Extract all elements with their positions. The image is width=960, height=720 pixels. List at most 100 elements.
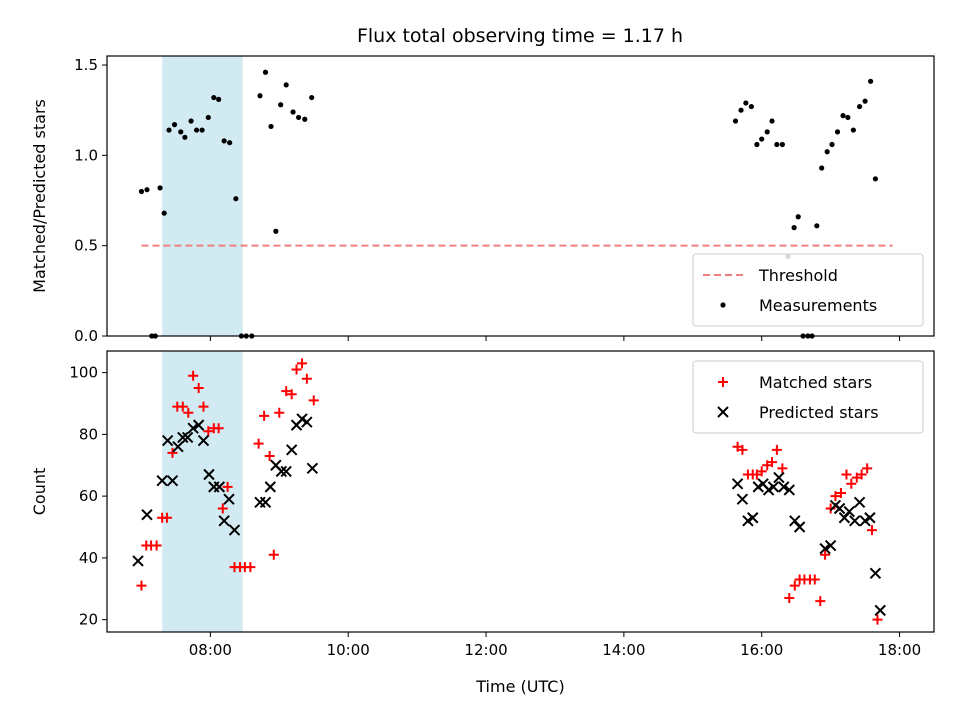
predicted-point xyxy=(132,555,144,567)
predicted-point xyxy=(218,515,230,527)
x-axis-title: Time (UTC) xyxy=(475,677,564,696)
legend-label: Predicted stars xyxy=(759,403,879,422)
predicted-point xyxy=(172,441,184,453)
matched-point xyxy=(136,580,147,591)
matched-point xyxy=(308,395,319,406)
predicted-point xyxy=(824,539,837,552)
predicted-point xyxy=(223,493,235,505)
predicted-point xyxy=(773,471,785,484)
predicted-point xyxy=(874,604,886,617)
measurement-point xyxy=(216,96,222,102)
predicted-point xyxy=(864,512,876,524)
measurement-point xyxy=(144,187,150,193)
predicted-point xyxy=(264,481,277,493)
measurement-point xyxy=(182,134,188,140)
measurement-point xyxy=(138,188,145,195)
legend-label: Matched stars xyxy=(759,373,872,392)
matched-point xyxy=(862,463,873,474)
figure-title: Flux total observing time = 1.17 h xyxy=(357,25,683,47)
matched-point xyxy=(789,580,800,591)
matched-point xyxy=(161,512,172,523)
measurement-point xyxy=(834,129,841,135)
legend: Matched stars Predicted stars xyxy=(692,360,924,434)
measurement-point xyxy=(819,165,825,171)
y-tick-label: 80 xyxy=(79,425,98,443)
observing-window-shading xyxy=(162,56,243,336)
matched-point xyxy=(820,549,831,560)
legend-cross-marker xyxy=(717,406,729,418)
matched-point xyxy=(301,373,312,384)
measurement-point xyxy=(273,228,279,234)
measurement-point xyxy=(867,78,874,84)
measurement-point xyxy=(199,127,205,133)
predicted-point xyxy=(778,481,790,493)
predicted-point xyxy=(833,502,846,515)
x-tick-label: 08:00 xyxy=(189,641,232,659)
measurement-point xyxy=(188,118,194,124)
matched-point xyxy=(245,562,256,573)
predicted-point xyxy=(285,444,298,456)
matched-point xyxy=(281,386,292,397)
measurement-point xyxy=(268,123,274,130)
matched-point xyxy=(183,407,194,418)
predicted-point xyxy=(259,496,272,509)
observing-window-shading xyxy=(162,351,243,632)
measurement-point xyxy=(814,223,820,229)
matched-point xyxy=(222,481,233,492)
matched-point xyxy=(815,596,826,607)
matched-point xyxy=(188,370,199,381)
measurement-point xyxy=(872,176,879,182)
measurement-point xyxy=(171,122,178,128)
y-axis-title: Count xyxy=(30,468,49,516)
matched-point xyxy=(203,426,214,437)
predicted-point xyxy=(783,484,795,496)
matched-point xyxy=(846,478,857,489)
legend-box xyxy=(692,360,924,434)
count-panel: 20 40 60 80 100 08:00 10:00 12:00 14:00 16:00 18:0… xyxy=(30,350,935,696)
axes-frame xyxy=(106,350,935,633)
x-tick-label: 12:00 xyxy=(464,641,507,659)
predicted-point xyxy=(228,524,241,536)
matched-point xyxy=(193,383,204,394)
ratio-panel: 0.0 0.5 1.0 1.5 Matched/Predicted stars Thres… xyxy=(30,55,935,345)
x-tick-label: 14:00 xyxy=(602,641,645,659)
matched-point xyxy=(771,444,782,455)
matched-point xyxy=(274,407,285,418)
measurement-point xyxy=(791,225,797,231)
predicted-point xyxy=(280,465,292,478)
x-tick-label: 18:00 xyxy=(878,641,921,659)
predicted-point xyxy=(161,434,174,447)
predicted-point xyxy=(181,431,194,444)
measurement-point xyxy=(302,116,308,122)
legend-label: Threshold xyxy=(758,266,838,285)
measurement-point xyxy=(290,109,296,115)
predicted-point xyxy=(793,521,806,533)
measurement-point xyxy=(221,138,227,144)
measurement-point xyxy=(211,94,217,101)
matched-point xyxy=(825,503,836,514)
matched-point xyxy=(737,444,748,455)
series-predicted-stars xyxy=(132,413,886,617)
axes-frame xyxy=(106,55,935,337)
measurement-point xyxy=(283,82,289,88)
predicted-point xyxy=(843,505,855,518)
measurement-point xyxy=(178,129,184,135)
matched-point xyxy=(866,525,877,536)
measurement-point xyxy=(205,114,211,121)
predicted-point xyxy=(197,434,210,447)
predicted-point xyxy=(819,542,831,555)
measurement-point xyxy=(166,127,172,133)
matched-point xyxy=(253,438,264,449)
measurement-point xyxy=(262,69,269,75)
measurement-point xyxy=(840,113,846,119)
matched-point xyxy=(167,447,178,458)
measurement-point xyxy=(856,103,863,110)
matched-point xyxy=(777,463,788,474)
matched-point xyxy=(297,358,308,369)
matched-point xyxy=(217,503,228,514)
matched-point xyxy=(841,469,852,480)
predicted-point xyxy=(275,465,288,478)
matched-point xyxy=(835,488,846,499)
measurement-point xyxy=(309,94,315,101)
